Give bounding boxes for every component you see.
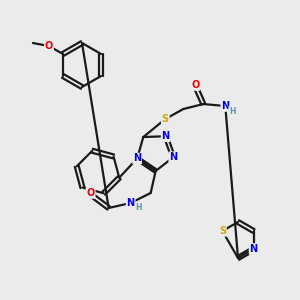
- Text: H: H: [135, 203, 142, 212]
- Text: H: H: [229, 106, 236, 116]
- Text: N: N: [169, 152, 177, 162]
- Text: O: O: [86, 188, 95, 198]
- Text: O: O: [191, 80, 200, 90]
- Text: S: S: [162, 114, 169, 124]
- Text: N: N: [250, 244, 258, 254]
- Text: S: S: [219, 226, 226, 236]
- Text: O: O: [45, 41, 53, 51]
- Text: N: N: [133, 154, 141, 164]
- Text: N: N: [162, 131, 170, 141]
- Text: N: N: [127, 198, 135, 208]
- Text: N: N: [221, 101, 230, 111]
